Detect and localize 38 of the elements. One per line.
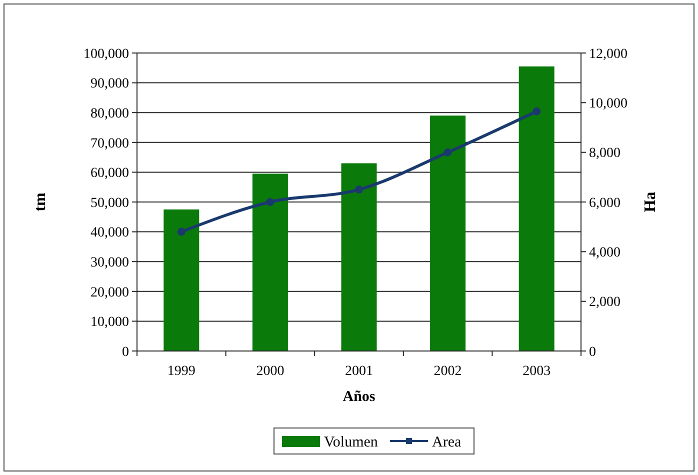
y2-tick-label: 10,000 <box>589 96 628 112</box>
y2-tick-label: 0 <box>589 344 596 360</box>
y2-tick-label: 12,000 <box>589 46 628 62</box>
bar <box>430 116 466 351</box>
x-tick-label: 2001 <box>345 364 373 379</box>
bar <box>164 209 200 351</box>
y-tick-label: 50,000 <box>90 196 129 211</box>
legend-label: Area <box>432 434 462 450</box>
point <box>532 107 541 116</box>
y2-tick-label: 2,000 <box>589 295 620 310</box>
x-axis-title: Años <box>342 389 376 405</box>
bar <box>518 66 554 351</box>
y-tick-label: 10,000 <box>90 315 129 330</box>
y-tick-label: 90,000 <box>90 76 129 92</box>
y2-tick-label: 6,000 <box>589 196 620 211</box>
y-axis-title: tm <box>32 192 49 212</box>
y-tick-label: 20,000 <box>90 285 129 300</box>
point <box>177 228 186 236</box>
legend-label: Volumen <box>324 434 378 450</box>
x-tick-label: 2003 <box>522 364 551 379</box>
point <box>355 186 363 194</box>
x-tick-label: 2000 <box>256 364 284 379</box>
y-tick-label: 60,000 <box>90 166 129 182</box>
point <box>444 148 452 156</box>
y-tick-label: 0 <box>122 344 129 360</box>
bar <box>341 163 377 351</box>
x-tick-label: 1999 <box>167 364 196 379</box>
y2-tick-label: 8,000 <box>589 146 620 162</box>
point <box>266 198 274 206</box>
x-tick-label: 2002 <box>434 364 462 379</box>
bar <box>252 174 288 351</box>
y2-axis-title: Ha <box>642 192 659 212</box>
y-tick-label: 80,000 <box>90 106 129 122</box>
y-tick-label: 100,000 <box>84 46 129 62</box>
y2-tick-label: 4,000 <box>589 246 620 261</box>
y-tick-label: 70,000 <box>90 136 129 152</box>
y-tick-label: 30,000 <box>90 256 129 270</box>
y-tick-label: 40,000 <box>90 226 129 241</box>
